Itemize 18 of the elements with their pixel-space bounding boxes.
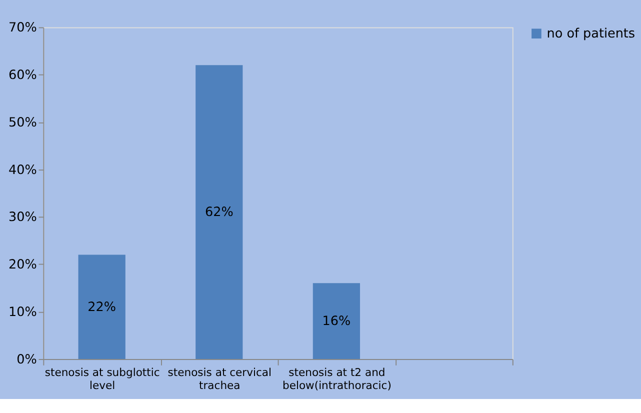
data-label: 62% — [204, 205, 234, 220]
legend-label: no of patients — [546, 26, 636, 42]
y-tick-label: 70% — [8, 20, 37, 36]
x-tick-label: stenosis at t2 and below(intrathoracic) — [282, 366, 392, 392]
y-tick-label: 20% — [8, 258, 37, 273]
y-tick-label: 30% — [8, 210, 37, 226]
y-tick-label: 40% — [8, 162, 37, 178]
bar — [196, 65, 243, 360]
bar — [78, 254, 126, 360]
y-tick-label: 10% — [8, 305, 37, 320]
x-tick-label: stenosis at subglottic level — [44, 366, 160, 392]
y-tick-label: 0% — [16, 352, 37, 368]
data-label: 22% — [88, 300, 116, 315]
data-label: 16% — [322, 314, 351, 330]
y-tick-label: 60% — [8, 68, 37, 84]
x-tick-label: stenosis at cervical trachea — [168, 366, 272, 392]
y-tick-label: 50% — [8, 115, 37, 130]
bar — [312, 283, 360, 360]
